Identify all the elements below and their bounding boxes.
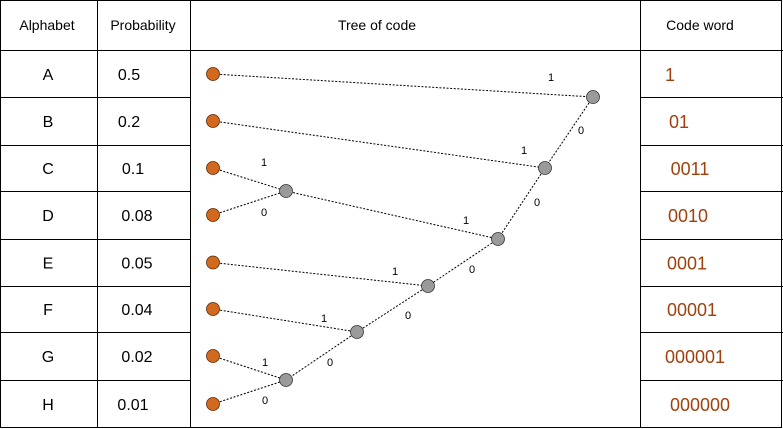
code-tree-edge-labels: 1 0 1 0 1 0 1 0 1 0 1 0 1 0 bbox=[261, 72, 584, 407]
code-word-cell: 000001 bbox=[665, 347, 725, 367]
internal-node bbox=[279, 184, 293, 198]
edge-label: 1 bbox=[521, 145, 527, 157]
tree-edge bbox=[212, 379, 287, 405]
internal-node bbox=[491, 232, 505, 246]
probability-cell: 0.08 bbox=[121, 208, 152, 225]
code-word-cell: 00001 bbox=[667, 300, 717, 320]
edge-label: 1 bbox=[262, 357, 268, 369]
tree-edge bbox=[212, 167, 287, 192]
tree-edge bbox=[212, 355, 287, 381]
tree-edge bbox=[212, 73, 594, 98]
row-dividers bbox=[0, 97, 783, 381]
leaf-node bbox=[206, 302, 220, 316]
edge-label: 0 bbox=[327, 357, 333, 369]
code-tree-edges bbox=[212, 73, 594, 405]
symbol-cell: F bbox=[43, 302, 53, 319]
internal-node bbox=[350, 325, 364, 339]
leaf-node bbox=[206, 208, 220, 222]
edge-label: 0 bbox=[534, 197, 540, 209]
edge-label: 1 bbox=[392, 266, 398, 278]
tree-edge bbox=[356, 285, 429, 333]
symbol-cell: C bbox=[42, 161, 54, 178]
probability-cell: 0.05 bbox=[121, 256, 152, 273]
leaf-node bbox=[206, 114, 220, 128]
symbol-cell: G bbox=[42, 349, 54, 366]
code-word-cell: 0010 bbox=[668, 206, 708, 226]
header-code-word: Code word bbox=[666, 17, 734, 33]
tree-edge bbox=[285, 190, 499, 240]
edge-label: 0 bbox=[405, 310, 411, 322]
header-alphabet: Alphabet bbox=[19, 17, 74, 33]
tree-edge bbox=[285, 331, 358, 381]
probability-cell: 0.2 bbox=[118, 114, 140, 131]
leaf-node bbox=[206, 161, 220, 175]
edge-label: 1 bbox=[261, 157, 267, 169]
probability-cell: 0.04 bbox=[121, 302, 152, 319]
code-word-cell: 1 bbox=[665, 65, 675, 85]
edge-label: 1 bbox=[548, 72, 554, 84]
symbol-cell: H bbox=[42, 397, 54, 414]
edge-label: 0 bbox=[262, 395, 268, 407]
symbol-cell: E bbox=[43, 256, 54, 273]
probability-cell: 0.1 bbox=[122, 161, 144, 178]
leaf-node bbox=[206, 397, 220, 411]
tree-edge bbox=[212, 120, 546, 169]
edge-label: 1 bbox=[321, 313, 327, 325]
probability-cell: 0.5 bbox=[118, 67, 140, 84]
tree-edge bbox=[427, 238, 499, 287]
header-probability: Probability bbox=[110, 17, 175, 33]
internal-node bbox=[279, 373, 293, 387]
edge-label: 1 bbox=[463, 215, 469, 227]
tree-edge bbox=[212, 262, 429, 287]
internal-node bbox=[538, 161, 552, 175]
code-word-cell: 000000 bbox=[670, 395, 730, 415]
tree-edge bbox=[212, 308, 358, 333]
header-tree-of-code: Tree of code bbox=[338, 17, 416, 33]
edge-label: 0 bbox=[578, 125, 584, 137]
edge-label: 0 bbox=[261, 207, 267, 219]
tree-edge bbox=[212, 190, 287, 216]
code-word-cell: 0001 bbox=[667, 254, 707, 274]
symbol-cell: D bbox=[42, 208, 54, 225]
leaf-node bbox=[206, 67, 220, 81]
symbol-cell: A bbox=[43, 67, 54, 84]
leaf-node bbox=[206, 349, 220, 363]
code-word-cell: 01 bbox=[669, 112, 689, 132]
code-word-cell: 0011 bbox=[671, 159, 710, 179]
edge-label: 0 bbox=[469, 264, 475, 276]
symbol-cell: B bbox=[43, 114, 54, 131]
probability-cell: 0.01 bbox=[117, 397, 148, 414]
internal-node bbox=[421, 279, 435, 293]
tree-edge bbox=[544, 96, 594, 169]
leaf-node bbox=[206, 255, 220, 270]
probability-cell: 0.02 bbox=[121, 349, 152, 366]
internal-node bbox=[586, 90, 600, 104]
code-tree-nodes bbox=[206, 67, 600, 411]
